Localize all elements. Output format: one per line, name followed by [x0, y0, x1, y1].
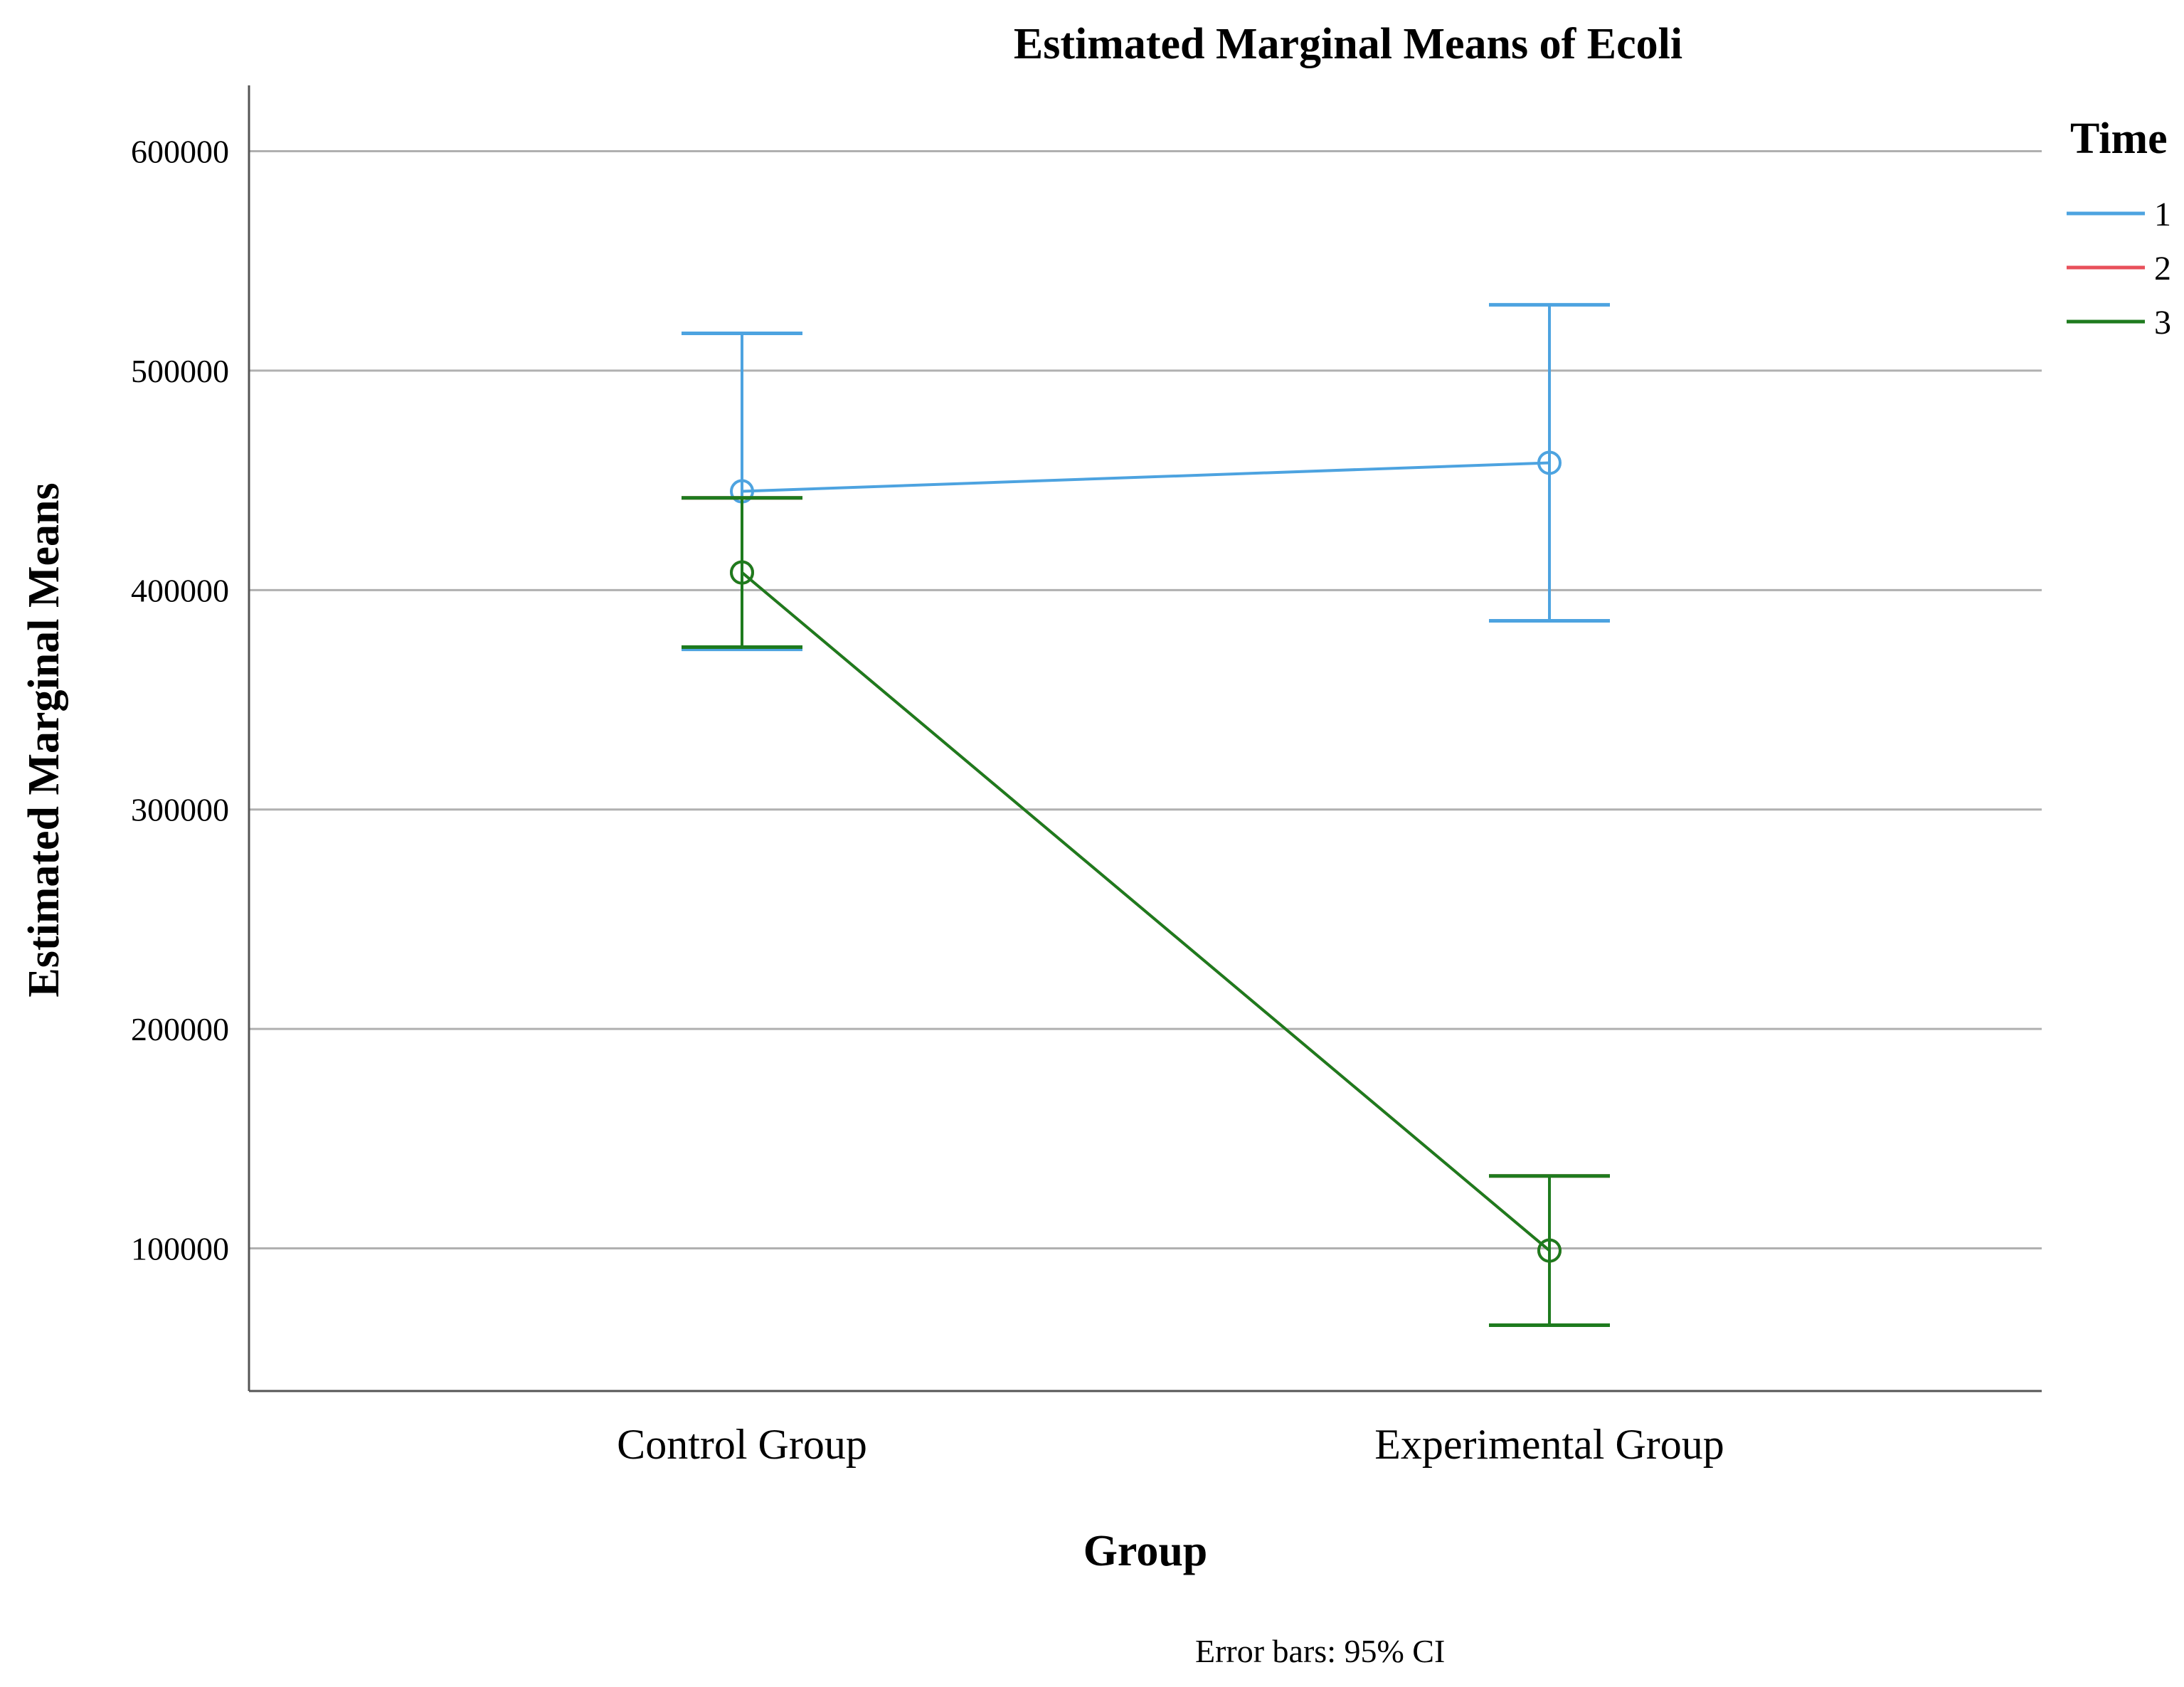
y-tick-label: 600000 [131, 134, 229, 170]
legend: Time 1 2 3 [2067, 115, 2171, 342]
x-tick-label: Experimental Group [1374, 1421, 1724, 1468]
y-tick-labels: 100000 200000 300000 400000 500000 600000 [131, 134, 229, 1267]
footnote: Error bars: 95% CI [1195, 1633, 1445, 1669]
y-tick-label: 500000 [131, 353, 229, 389]
series-3 [682, 496, 1610, 1327]
series-group [682, 302, 1610, 1327]
data-point [1537, 450, 1562, 475]
legend-label: 3 [2154, 304, 2171, 342]
series-1 [682, 302, 1610, 652]
legend-label: 2 [2154, 250, 2171, 287]
y-tick-label: 400000 [131, 572, 229, 608]
x-axis-label: Group [1083, 1527, 1208, 1575]
series-line [741, 461, 1550, 493]
gridlines [249, 150, 2042, 1250]
y-tick-label: 300000 [131, 792, 229, 828]
y-tick-label: 200000 [131, 1011, 229, 1047]
x-tick-label: Control Group [617, 1421, 867, 1468]
data-point [1537, 1238, 1562, 1263]
data-point [730, 560, 754, 585]
chart-title: Estimated Marginal Means of Ecoli [1014, 20, 1682, 68]
series-line [741, 571, 1551, 1252]
x-tick-labels: Control Group Experimental Group [617, 1421, 1724, 1468]
legend-title: Time [2070, 115, 2168, 163]
y-axis-label: Estimated Marginal Means [20, 482, 68, 997]
y-tick-label: 100000 [131, 1231, 229, 1267]
legend-label: 1 [2154, 196, 2171, 233]
